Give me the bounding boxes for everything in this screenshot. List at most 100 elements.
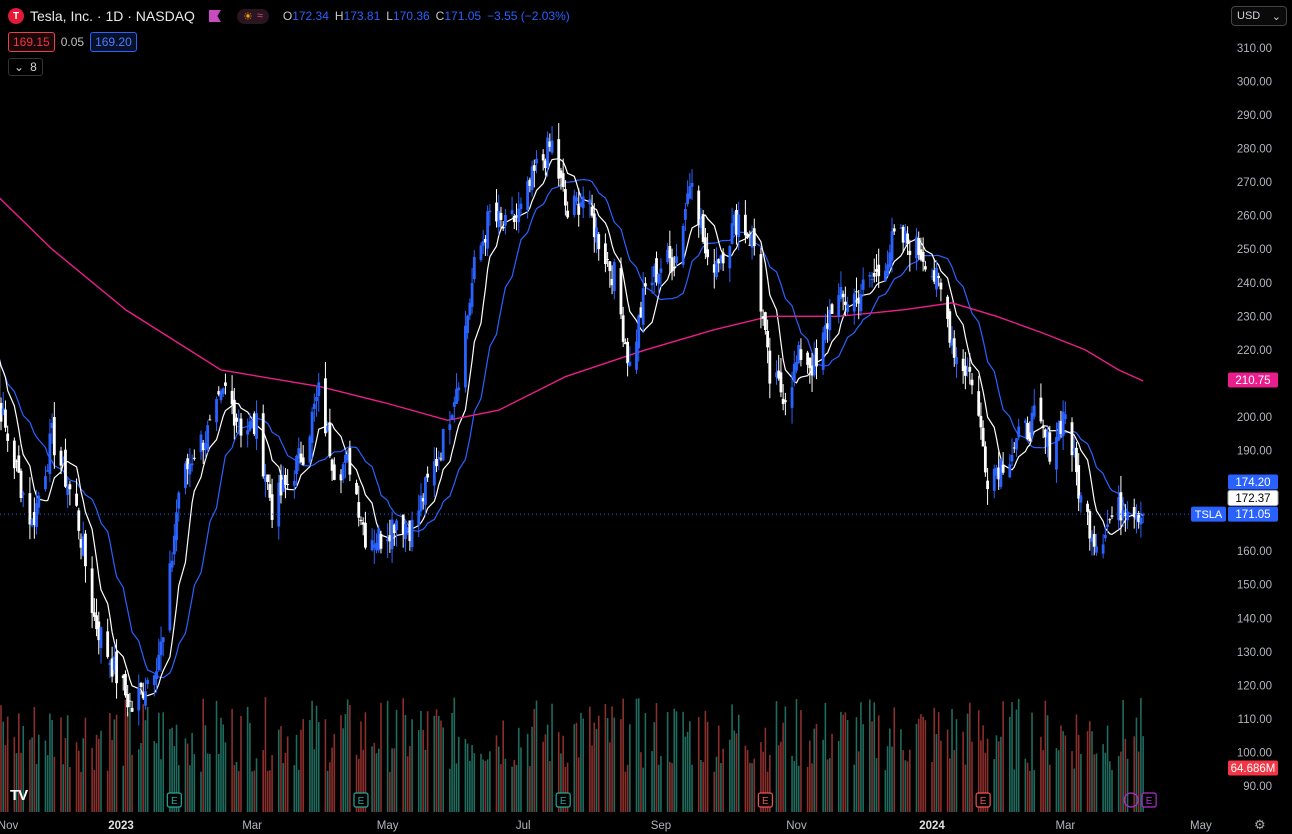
sell-button[interactable]: 169.15	[8, 32, 55, 52]
volume-bar	[466, 743, 469, 812]
candle-body	[1032, 405, 1036, 417]
candle-body	[1055, 437, 1058, 470]
candle-body	[821, 332, 825, 370]
volume-bar	[700, 759, 702, 812]
volume-bar	[329, 762, 331, 812]
tradingview-logo-icon[interactable]: TV	[10, 787, 28, 804]
ma-9-line	[0, 158, 1144, 697]
candle-body	[310, 411, 314, 443]
volume-bar	[673, 708, 676, 812]
candle-body	[781, 398, 785, 405]
candles	[0, 123, 1145, 726]
volume-bar	[391, 748, 393, 812]
y-tick-label: 290.00	[1237, 110, 1272, 122]
candle-body	[1119, 492, 1123, 521]
candle-body	[1, 408, 5, 415]
volume-bar	[995, 735, 998, 812]
volume-bar	[824, 702, 827, 812]
indicators-toggle[interactable]: ⌄ 8	[8, 58, 43, 76]
candle-body	[361, 522, 365, 525]
candle-body	[84, 533, 87, 567]
volume-bar	[762, 751, 764, 812]
volume-bar	[326, 770, 329, 812]
volume-bar	[575, 722, 578, 812]
volume-bar	[840, 711, 842, 812]
candle-body	[6, 433, 10, 441]
volume-bar	[380, 702, 382, 812]
candle-body	[17, 455, 21, 473]
candle-body	[375, 542, 378, 551]
candle-body	[128, 700, 132, 702]
volume-bar	[535, 700, 538, 812]
volume-bar	[1140, 697, 1142, 812]
volume-bar	[1011, 702, 1013, 812]
candle-body	[281, 479, 285, 492]
volume-bar	[282, 763, 285, 812]
candle-body	[404, 524, 407, 540]
buy-button[interactable]: 169.20	[90, 32, 137, 52]
volume-bar	[793, 761, 796, 812]
volume-bar	[246, 706, 249, 812]
candle-body	[712, 264, 716, 273]
volume-bar	[651, 751, 653, 812]
candle-body	[837, 295, 841, 318]
volume-bar	[1040, 736, 1042, 812]
candle-body	[1063, 414, 1067, 420]
volume-bar	[671, 763, 673, 812]
candle-body	[652, 266, 656, 278]
price-marker	[1227, 490, 1279, 506]
candle-body	[592, 213, 596, 238]
candle-body	[406, 527, 410, 532]
flag-icon[interactable]	[208, 10, 221, 22]
volume-bar	[713, 771, 716, 812]
candle-body	[955, 357, 958, 365]
volume-bar	[84, 717, 87, 812]
volume-bar	[629, 724, 631, 812]
volume-bar	[409, 746, 411, 812]
volume-bar	[302, 719, 305, 812]
candle-body	[246, 430, 250, 435]
candle-body	[515, 215, 518, 218]
candle-body	[828, 309, 832, 331]
candle-body	[977, 391, 981, 416]
price-marker-label: 210.75	[1235, 375, 1270, 387]
volume-bar	[962, 731, 964, 812]
volume-bar	[809, 740, 811, 812]
currency-select[interactable]: USD ⌄	[1231, 6, 1287, 26]
gear-icon[interactable]: ⚙	[1254, 817, 1266, 832]
open-value: 172.34	[292, 9, 329, 23]
volume-bar	[502, 720, 504, 812]
candle-body	[435, 459, 438, 467]
volume-bar	[433, 715, 436, 812]
candle-body	[719, 255, 723, 262]
volume-bar	[653, 722, 656, 812]
volume-bar	[1009, 716, 1011, 812]
y-tick-label: 100.00	[1237, 747, 1272, 759]
candle-body	[115, 651, 118, 684]
volume-bar	[775, 701, 778, 812]
volume-bar	[1091, 731, 1093, 812]
volume-bar	[500, 764, 502, 812]
candle-body	[326, 425, 330, 431]
candle-body	[728, 246, 732, 269]
volume-bar	[935, 734, 938, 812]
volume-bar	[589, 706, 591, 812]
volume-bar	[933, 707, 936, 812]
volume-bar	[591, 745, 593, 812]
market-status-pill[interactable]: ☀ ≈	[236, 8, 269, 24]
candle-body	[50, 422, 54, 429]
candle-body	[730, 223, 734, 245]
volume-bar	[611, 706, 613, 812]
candle-body	[639, 307, 643, 318]
volume-bar	[624, 771, 627, 812]
volume-bar	[837, 740, 840, 812]
low-value: 170.36	[392, 9, 430, 23]
candle-body	[217, 391, 221, 395]
candle-body	[346, 454, 350, 461]
candle-body	[1090, 537, 1094, 542]
volume-bar	[222, 724, 225, 812]
symbol-title[interactable]: Tesla, Inc. · 1D · NASDAQ	[30, 8, 195, 24]
y-tick-label: 90.00	[1243, 781, 1272, 793]
candle-body	[79, 539, 83, 548]
